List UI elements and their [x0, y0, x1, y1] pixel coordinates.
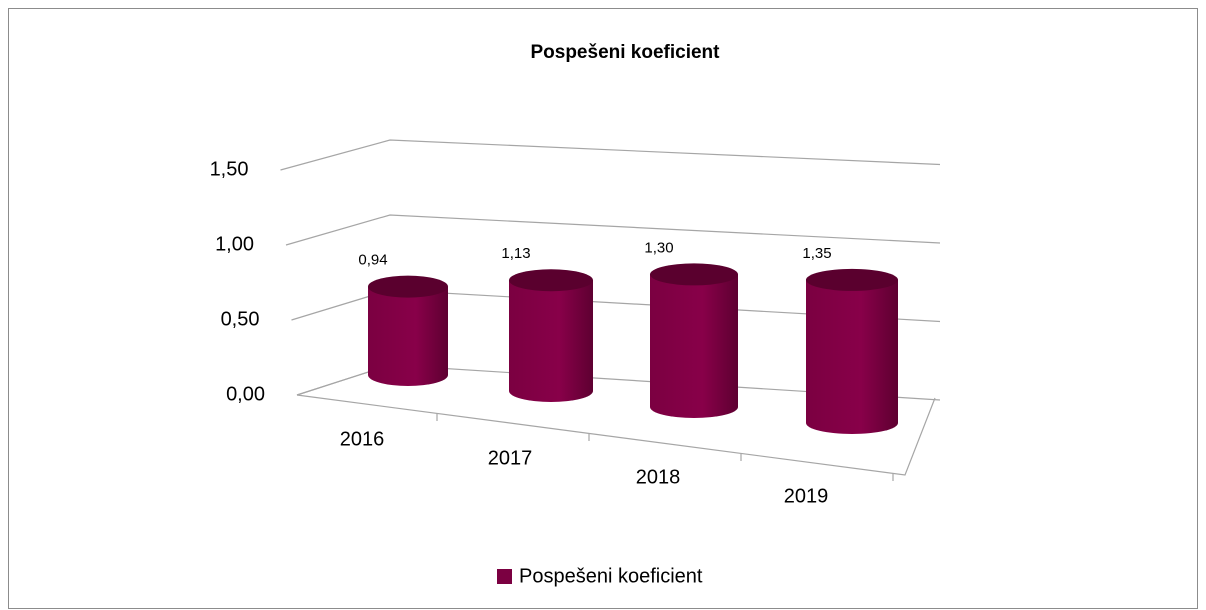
value-label: 1,35	[802, 245, 831, 262]
value-label: 1,13	[501, 245, 530, 262]
grid-line	[280, 139, 941, 171]
bar	[368, 286, 448, 386]
chart-frame	[8, 8, 1198, 609]
bar-top	[509, 269, 593, 292]
chart-title: Pospešeni koeficient	[530, 42, 720, 63]
y-tick-label: 0,00	[226, 383, 265, 405]
legend-swatch	[497, 569, 512, 584]
bar-top	[650, 263, 738, 286]
grid-line	[285, 214, 941, 246]
y-tick-label: 1,00	[215, 233, 254, 255]
legend-label: Pospešeni koeficient	[519, 565, 703, 587]
bar	[509, 280, 593, 402]
bar-top	[806, 268, 898, 291]
x-tick-label: 2017	[488, 447, 533, 469]
value-label: 1,30	[644, 239, 673, 256]
x-tick-label: 2016	[340, 428, 385, 450]
x-tick-label: 2019	[784, 485, 829, 507]
y-tick-label: 1,50	[210, 158, 249, 180]
bar	[650, 274, 738, 418]
floor-edge	[296, 394, 936, 476]
value-label: 0,94	[358, 252, 387, 269]
x-tick-label: 2018	[636, 466, 681, 488]
bar	[806, 279, 898, 434]
bar-top	[368, 275, 448, 298]
y-tick-label: 0,50	[221, 308, 260, 330]
